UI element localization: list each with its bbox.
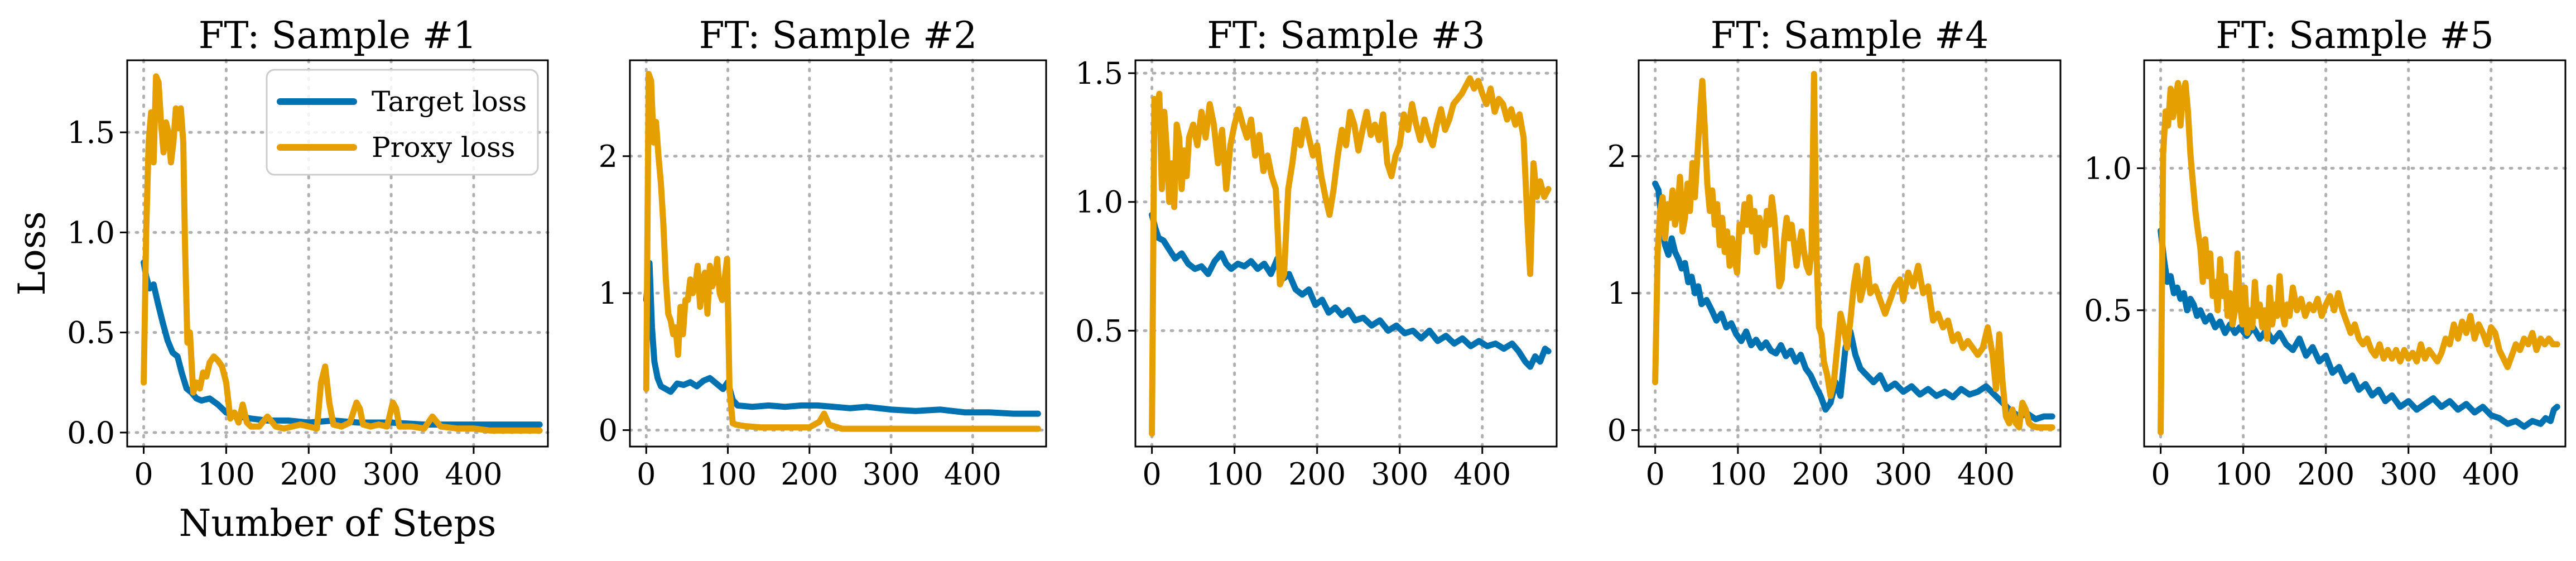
target-loss-line bbox=[1652, 180, 2055, 423]
legend-label: Target loss bbox=[372, 85, 527, 118]
x-tick-label: 100 bbox=[1709, 457, 1766, 492]
chart-title: FT: Sample #3 bbox=[1207, 14, 1485, 57]
y-tick-label: 1.0 bbox=[2084, 151, 2132, 186]
y-axis-label: Loss bbox=[11, 211, 54, 295]
axes-frame bbox=[2143, 59, 2567, 448]
plot-area bbox=[630, 60, 1046, 447]
axes-frame bbox=[1134, 59, 1558, 448]
y-tick-label: 1 bbox=[599, 276, 618, 311]
x-tick-label: 0 bbox=[1142, 457, 1161, 492]
x-tick-label: 400 bbox=[944, 457, 1001, 492]
chart-panel-4: 0 100 200 300 400 0 1 2 FT: Sample #4 bbox=[1607, 14, 2062, 492]
x-tick-label: 200 bbox=[1288, 457, 1346, 492]
x-tick-label: 300 bbox=[1875, 457, 1932, 492]
legend-label: Proxy loss bbox=[372, 131, 515, 164]
x-tick-label: 200 bbox=[781, 457, 838, 492]
x-tick-label: 0 bbox=[134, 457, 153, 492]
x-tick-label: 100 bbox=[198, 457, 255, 492]
y-tick-label: 1.0 bbox=[1075, 185, 1123, 220]
y-tick-label: 1.5 bbox=[1075, 56, 1123, 91]
chart-title: FT: Sample #2 bbox=[699, 14, 978, 57]
x-tick-label: 100 bbox=[2214, 457, 2272, 492]
x-tick-label: 300 bbox=[1371, 457, 1428, 492]
axes-frame bbox=[629, 59, 1047, 448]
y-tick-label: 2 bbox=[599, 139, 618, 174]
chart-title: FT: Sample #4 bbox=[1711, 14, 1989, 57]
proxy-loss-line bbox=[1652, 71, 2055, 431]
x-tick-label: 200 bbox=[1792, 457, 1850, 492]
y-tick-label: 0.5 bbox=[1075, 313, 1123, 348]
x-tick-label: 300 bbox=[863, 457, 920, 492]
x-tick-label: 0 bbox=[1645, 457, 1664, 492]
y-tick-label: 0 bbox=[1607, 413, 1626, 448]
x-axis-label: Number of Steps bbox=[179, 502, 497, 545]
target-loss-line bbox=[2158, 227, 2560, 430]
x-tick-label: 100 bbox=[699, 457, 757, 492]
x-tick-label: 400 bbox=[1453, 457, 1511, 492]
x-tick-label: 0 bbox=[637, 457, 656, 492]
axes-frame bbox=[126, 59, 549, 448]
x-tick-label: 400 bbox=[445, 457, 502, 492]
y-tick-label: 1 bbox=[1607, 276, 1626, 311]
y-tick-label: 0.5 bbox=[67, 315, 115, 351]
y-tick-label: 0 bbox=[599, 413, 618, 448]
x-tick-label: 200 bbox=[2297, 457, 2354, 492]
chart-panel-3: 0 100 200 300 400 0.5 1.0 1.5 FT: Sample #3 bbox=[1075, 14, 1558, 492]
y-tick-label: 1.0 bbox=[67, 215, 115, 250]
proxy-loss-line bbox=[2158, 80, 2560, 436]
proxy-loss-line bbox=[1149, 75, 1552, 437]
x-tick-label: 400 bbox=[1957, 457, 2015, 492]
target-loss-line bbox=[1149, 212, 1552, 370]
x-tick-label: 200 bbox=[280, 457, 338, 492]
plot-area bbox=[1639, 60, 2060, 447]
x-tick-label: 100 bbox=[1206, 457, 1263, 492]
x-tick-label: 300 bbox=[363, 457, 420, 492]
x-tick-label: 300 bbox=[2380, 457, 2437, 492]
chart-panel-1: 0 100 200 300 400 0.0 0.5 1.0 1.5 FT: Sample #1 Nu… bbox=[11, 14, 550, 545]
chart-title: FT: Sample #5 bbox=[2216, 14, 2494, 57]
x-tick-label: 0 bbox=[2151, 457, 2170, 492]
proxy-loss-line bbox=[141, 73, 543, 434]
y-tick-label: 2 bbox=[1607, 139, 1626, 174]
y-tick-label: 0.0 bbox=[67, 415, 115, 450]
proxy-loss-line bbox=[643, 71, 1041, 432]
chart-panel-2: 0 100 200 300 400 0 1 2 FT: Sample #2 bbox=[599, 14, 1048, 492]
y-tick-label: 0.5 bbox=[2084, 293, 2132, 328]
chart-panel-5: 0 100 200 300 400 0.5 1.0 FT: Sample #5 bbox=[2084, 14, 2567, 492]
axes-frame bbox=[1638, 59, 2062, 448]
y-tick-label: 1.5 bbox=[67, 115, 115, 150]
x-tick-label: 400 bbox=[2462, 457, 2520, 492]
legend: Target loss Proxy loss bbox=[266, 69, 539, 176]
chart-title: FT: Sample #1 bbox=[199, 14, 477, 57]
